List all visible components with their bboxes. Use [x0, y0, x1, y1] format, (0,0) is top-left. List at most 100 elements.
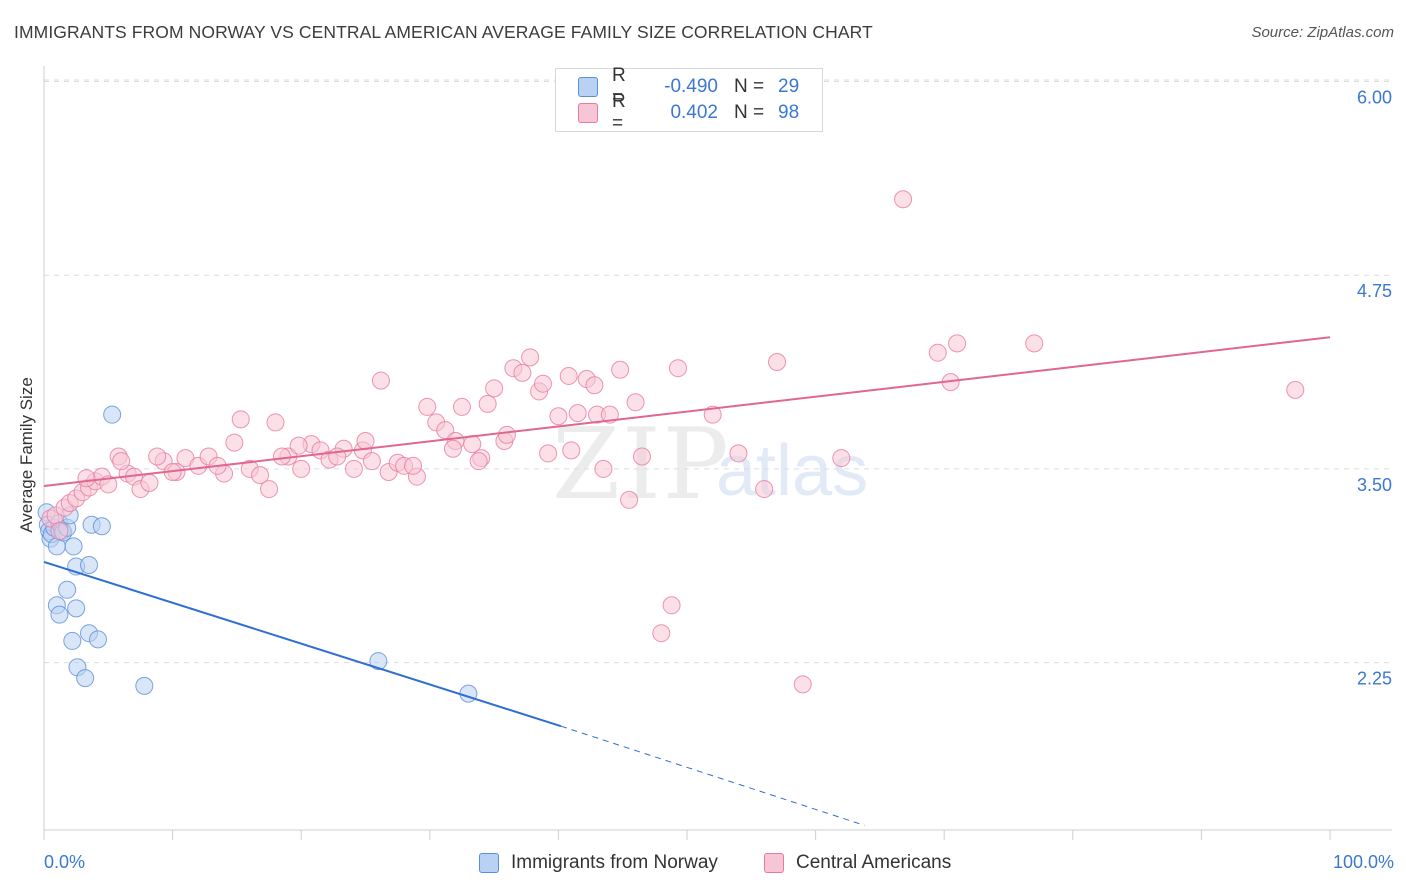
y-axis-label: Average Family Size	[17, 377, 36, 533]
chart-title: IMMIGRANTS FROM NORWAY VS CENTRAL AMERIC…	[14, 22, 873, 42]
central-point	[594, 459, 613, 478]
central-point	[404, 456, 423, 475]
central-point	[562, 441, 581, 460]
legend-item-norway[interactable]: Immigrants from Norway	[479, 852, 718, 874]
central-point	[600, 405, 619, 424]
norway-point	[58, 580, 77, 599]
central-point	[662, 596, 681, 615]
central-point	[112, 452, 131, 471]
norway-point	[63, 631, 82, 650]
central-point	[266, 413, 285, 432]
central-point	[626, 393, 645, 412]
central-point	[260, 480, 279, 499]
norway-trend-extension	[560, 725, 865, 826]
axes	[43, 66, 1392, 840]
central-point	[832, 449, 851, 468]
norway-point	[89, 630, 108, 649]
central-point	[632, 447, 651, 466]
central-point	[485, 379, 504, 398]
central-trend-line	[43, 336, 1331, 487]
series-legend: Immigrants from Norway Central Americans	[0, 852, 1406, 878]
norway-point	[135, 676, 154, 695]
legend-label: Immigrants from Norway	[511, 852, 718, 873]
central-point	[652, 624, 671, 643]
central-point	[251, 466, 270, 485]
norway-point	[80, 556, 99, 575]
central-point	[50, 521, 69, 540]
norway-swatch	[578, 77, 598, 97]
central-point	[272, 447, 291, 466]
central-point	[77, 469, 96, 488]
central-point	[371, 371, 390, 390]
n-value: 29	[778, 76, 800, 97]
central-point	[99, 475, 118, 494]
central-point	[452, 397, 471, 416]
central-point	[793, 675, 812, 694]
central-point	[768, 352, 787, 371]
y-tick-labels: 2.25 3.50 4.75 6.00	[1357, 87, 1392, 688]
legend-row-central: R = 0.402 N = 98	[578, 91, 800, 134]
norway-swatch	[479, 853, 499, 873]
legend-label: Central Americans	[796, 852, 952, 873]
norway-point	[64, 537, 83, 556]
central-point	[585, 376, 604, 395]
norway-point	[76, 669, 95, 688]
central-point	[469, 452, 488, 471]
central-swatch	[764, 853, 784, 873]
central-point	[729, 444, 748, 463]
central-point	[356, 432, 375, 451]
x-tick-min: 0.0%	[44, 852, 86, 872]
y-tick-label: 2.25	[1357, 669, 1392, 689]
n-label: N =	[734, 102, 765, 123]
legend-row-norway: R = -0.490 N = 29	[578, 65, 800, 108]
norway-trend-line	[43, 560, 562, 728]
norway-points	[37, 405, 478, 703]
central-point	[948, 334, 967, 353]
grid-lines	[44, 79, 1392, 664]
central-point	[231, 410, 250, 429]
central-point	[513, 363, 532, 382]
trend-lines	[43, 336, 1331, 826]
r-value: -0.490	[664, 76, 718, 97]
central-point	[521, 348, 540, 367]
norway-point	[67, 599, 86, 618]
norway-point	[50, 605, 69, 624]
y-tick-label: 3.50	[1357, 475, 1392, 495]
legend-item-central[interactable]: Central Americans	[764, 852, 951, 874]
central-point	[668, 359, 687, 378]
central-point	[289, 436, 308, 455]
n-value: 98	[778, 102, 800, 123]
central-point	[443, 439, 462, 458]
norway-point	[369, 652, 388, 671]
central-points	[41, 190, 1305, 694]
central-point	[928, 343, 947, 362]
r-label: R =	[612, 65, 626, 108]
central-point	[533, 374, 552, 393]
norway-point	[92, 517, 111, 536]
central-point	[549, 407, 568, 426]
central-point	[292, 459, 311, 478]
central-point	[344, 459, 363, 478]
x-tick-max: 100.0%	[1332, 852, 1394, 872]
central-point	[539, 444, 558, 463]
central-point	[1025, 334, 1044, 353]
n-label: N =	[734, 76, 765, 97]
central-point	[568, 404, 587, 423]
central-point	[497, 425, 516, 444]
central-point	[140, 473, 159, 492]
central-point	[894, 190, 913, 209]
norway-point	[103, 405, 122, 424]
correlation-legend: R = -0.490 N = 29 R = 0.402 N = 98	[555, 65, 823, 134]
y-tick-label: 6.00	[1357, 87, 1392, 107]
central-point	[478, 394, 497, 413]
central-point	[418, 397, 437, 416]
central-swatch	[578, 103, 598, 123]
central-point	[611, 360, 630, 379]
central-point	[755, 480, 774, 499]
central-point	[225, 433, 244, 452]
r-value: 0.402	[670, 102, 718, 123]
watermark-atlas: atlas	[716, 431, 869, 511]
central-point	[1286, 380, 1305, 399]
central-point	[559, 366, 578, 385]
